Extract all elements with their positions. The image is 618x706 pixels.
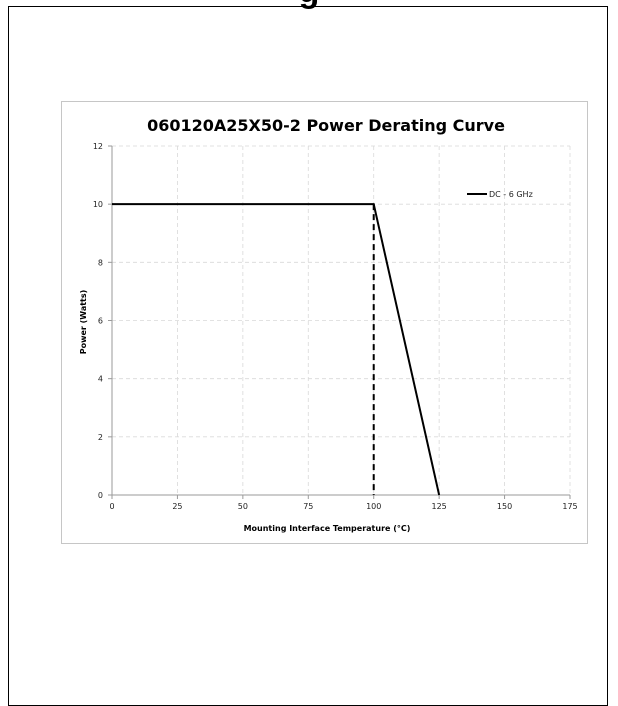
y-tick-label-5: 10 bbox=[93, 200, 103, 209]
derating-chart: 060120A25X50-2 Power Derating Curve 0 2 4 6… bbox=[79, 116, 578, 533]
page-heading-fragment: g bbox=[0, 0, 618, 11]
chart-title: 060120A25X50-2 Power Derating Curve bbox=[147, 116, 505, 135]
y-tick-label-2: 4 bbox=[98, 375, 103, 384]
axes bbox=[108, 145, 571, 499]
series bbox=[112, 203, 441, 496]
tick-labels: 0 2 4 6 8 10 12 0 25 50 75 100 125 150 175 bbox=[93, 142, 578, 511]
x-tick-label-4: 100 bbox=[366, 502, 381, 511]
x-tick-label-2: 50 bbox=[238, 502, 248, 511]
y-tick-label-4: 8 bbox=[98, 258, 103, 267]
chart-container: 060120A25X50-2 Power Derating Curve 0 2 4 6… bbox=[61, 101, 588, 544]
x-tick-label-3: 75 bbox=[303, 502, 313, 511]
x-tick-label-0: 0 bbox=[109, 502, 114, 511]
y-axis-title: Power (Watts) bbox=[79, 290, 88, 355]
legend: DC - 6 GHz bbox=[467, 190, 533, 199]
x-tick-label-5: 125 bbox=[432, 502, 447, 511]
x-tick-label-6: 150 bbox=[497, 502, 512, 511]
y-tick-label-1: 2 bbox=[98, 433, 103, 442]
x-tick-label-7: 175 bbox=[562, 502, 577, 511]
legend-label-0: DC - 6 GHz bbox=[489, 190, 533, 199]
y-tick-label-6: 12 bbox=[93, 142, 103, 151]
y-tick-label-0: 0 bbox=[98, 491, 103, 500]
x-axis-title: Mounting Interface Temperature (°C) bbox=[244, 524, 411, 533]
x-tick-label-1: 25 bbox=[172, 502, 182, 511]
y-tick-label-3: 6 bbox=[98, 317, 103, 326]
series-line-0 bbox=[112, 203, 441, 496]
